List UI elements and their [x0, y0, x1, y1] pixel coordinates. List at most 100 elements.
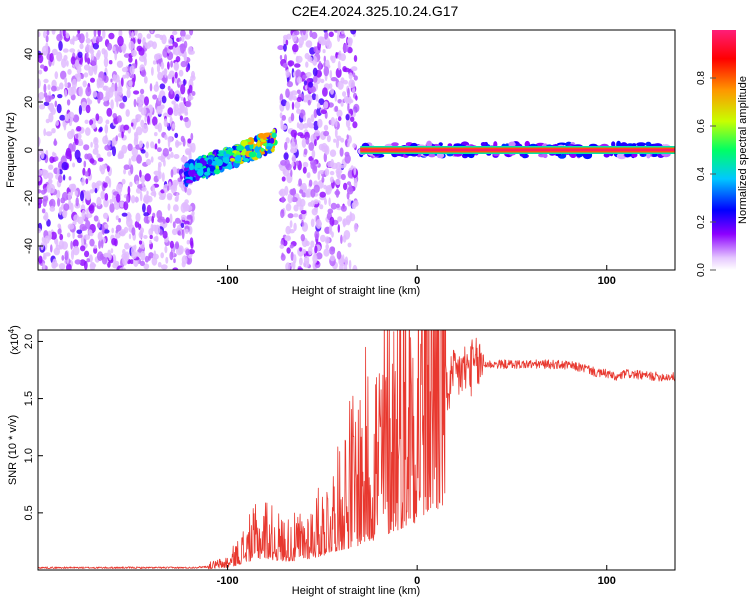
- spectrogram-cell: [114, 50, 118, 61]
- spectrogram-cell: [301, 138, 307, 148]
- spectrogram-cell: [172, 123, 176, 129]
- spectrogram-cell: [177, 245, 184, 255]
- spectrogram-cell: [90, 141, 93, 148]
- spectrogram-cell: [44, 235, 50, 244]
- spectrogram-cell: [428, 153, 436, 158]
- spectrogram-cell: [148, 252, 154, 259]
- spectrogram-cell: [309, 30, 313, 38]
- spectrogram-cell: [108, 178, 112, 188]
- spectrogram-cell: [157, 122, 162, 133]
- spectrogram-cell: [329, 149, 337, 157]
- spectrogram-cell: [278, 190, 284, 196]
- spectrogram-cell: [207, 159, 213, 165]
- spectrogram-cell: [160, 252, 164, 259]
- snr-series-line: [38, 330, 675, 570]
- spectrogram-cell: [340, 205, 347, 212]
- spectrogram-cell: [285, 101, 291, 111]
- spectrogram-cell: [82, 80, 87, 88]
- spectrogram-x-tick-label: 100: [598, 275, 616, 287]
- spectrogram-x-ticks: -100 0 100: [217, 265, 616, 287]
- spectrogram-cell: [314, 139, 317, 147]
- spectrogram-cell: [347, 37, 353, 45]
- spectrogram-cell: [91, 123, 97, 130]
- spectrogram-cell: [322, 87, 328, 97]
- spectrogram-cell: [38, 197, 43, 205]
- spectrogram-cell: [328, 83, 333, 89]
- spectrogram-cell: [224, 156, 230, 164]
- spectrogram-y-ticks: 40 20 0 -20 -40: [23, 48, 43, 254]
- spectrogram-cell: [144, 96, 149, 106]
- spectrogram-cell: [56, 51, 63, 62]
- spectrogram-cell: [105, 92, 111, 98]
- spectrogram-cell: [40, 150, 45, 160]
- spectrogram-cell: [125, 109, 130, 117]
- spectrogram-cell: [167, 85, 171, 91]
- spectrogram-cell: [56, 167, 60, 176]
- spectrogram-cell: [172, 221, 176, 229]
- spectrogram-cell: [110, 78, 113, 83]
- spectrogram-cell: [61, 58, 67, 69]
- spectrogram-cell: [93, 64, 98, 75]
- spectrogram-cell: [338, 33, 346, 39]
- spectrogram-cell: [323, 130, 330, 137]
- snr-y-ticks: 0.5 1.0 1.5 2.0: [23, 334, 43, 521]
- spectrogram-cell: [68, 176, 72, 181]
- spectrogram-cell: [206, 167, 211, 173]
- spectrogram-cell: [173, 204, 179, 212]
- spectrogram-cell: [53, 247, 60, 256]
- spectrogram-cell: [90, 77, 95, 83]
- spectrogram-cell: [42, 262, 46, 270]
- spectrogram-cell: [180, 60, 187, 68]
- spectrogram-cell: [345, 118, 351, 128]
- spectrogram-cell: [185, 150, 192, 156]
- spectrogram-cell: [285, 39, 289, 46]
- spectrogram-cell: [107, 139, 111, 146]
- spectrogram-cell: [314, 129, 321, 137]
- spectrogram-cell: [294, 63, 301, 68]
- snr-y-multiplier: (x104): [7, 325, 21, 355]
- spectrogram-cell: [68, 183, 76, 190]
- spectrogram-cell: [347, 87, 350, 98]
- spectrogram-cell: [166, 185, 170, 192]
- spectrogram-cell: [281, 196, 285, 203]
- spectrogram-cell: [117, 35, 124, 47]
- spectrogram-cell: [124, 242, 130, 250]
- spectrogram-cell: [296, 108, 301, 114]
- spectrogram-cell: [74, 259, 82, 265]
- spectrogram-cell: [311, 208, 318, 216]
- spectrogram-cell: [299, 189, 304, 194]
- spectrogram-cell: [191, 91, 196, 96]
- spectrogram-cell: [352, 72, 356, 77]
- spectrogram-cell: [330, 77, 338, 82]
- spectrogram-cell: [70, 56, 76, 65]
- spectrogram-cell: [184, 106, 188, 115]
- spectrogram-cell: [343, 96, 350, 103]
- spectrogram-cell: [63, 203, 70, 211]
- spectrogram-cell: [345, 114, 350, 121]
- spectrogram-cell: [112, 262, 119, 269]
- spectrogram-marks: [38, 30, 675, 270]
- spectrogram-cell: [324, 168, 330, 177]
- spectrogram-cell: [141, 186, 147, 192]
- spectrogram-cell: [96, 153, 101, 159]
- spectrogram-cell: [119, 201, 125, 208]
- spectrogram-cell: [335, 188, 340, 198]
- spectrogram-cell: [187, 46, 193, 55]
- spectrogram-x-label: Height of straight line (km): [292, 285, 420, 297]
- spectrogram-y-tick-label: 20: [23, 96, 35, 108]
- spectrogram-cell: [38, 54, 44, 64]
- spectrogram-cell: [140, 149, 146, 154]
- spectrogram-cell: [108, 60, 113, 65]
- spectrogram-cell: [303, 148, 308, 155]
- spectrogram-cell: [337, 224, 340, 233]
- spectrogram-cell: [97, 251, 104, 262]
- spectrogram-cell: [84, 250, 90, 258]
- spectrogram-cell: [308, 142, 315, 151]
- spectrogram-cell: [347, 103, 350, 112]
- spectrogram-cell: [351, 202, 357, 210]
- spectrogram-cell: [319, 191, 327, 198]
- spectrogram-cell: [76, 72, 82, 82]
- snr-x-tick-label: 0: [414, 575, 420, 587]
- spectrogram-cell: [320, 234, 326, 243]
- spectrogram-cell: [167, 136, 173, 143]
